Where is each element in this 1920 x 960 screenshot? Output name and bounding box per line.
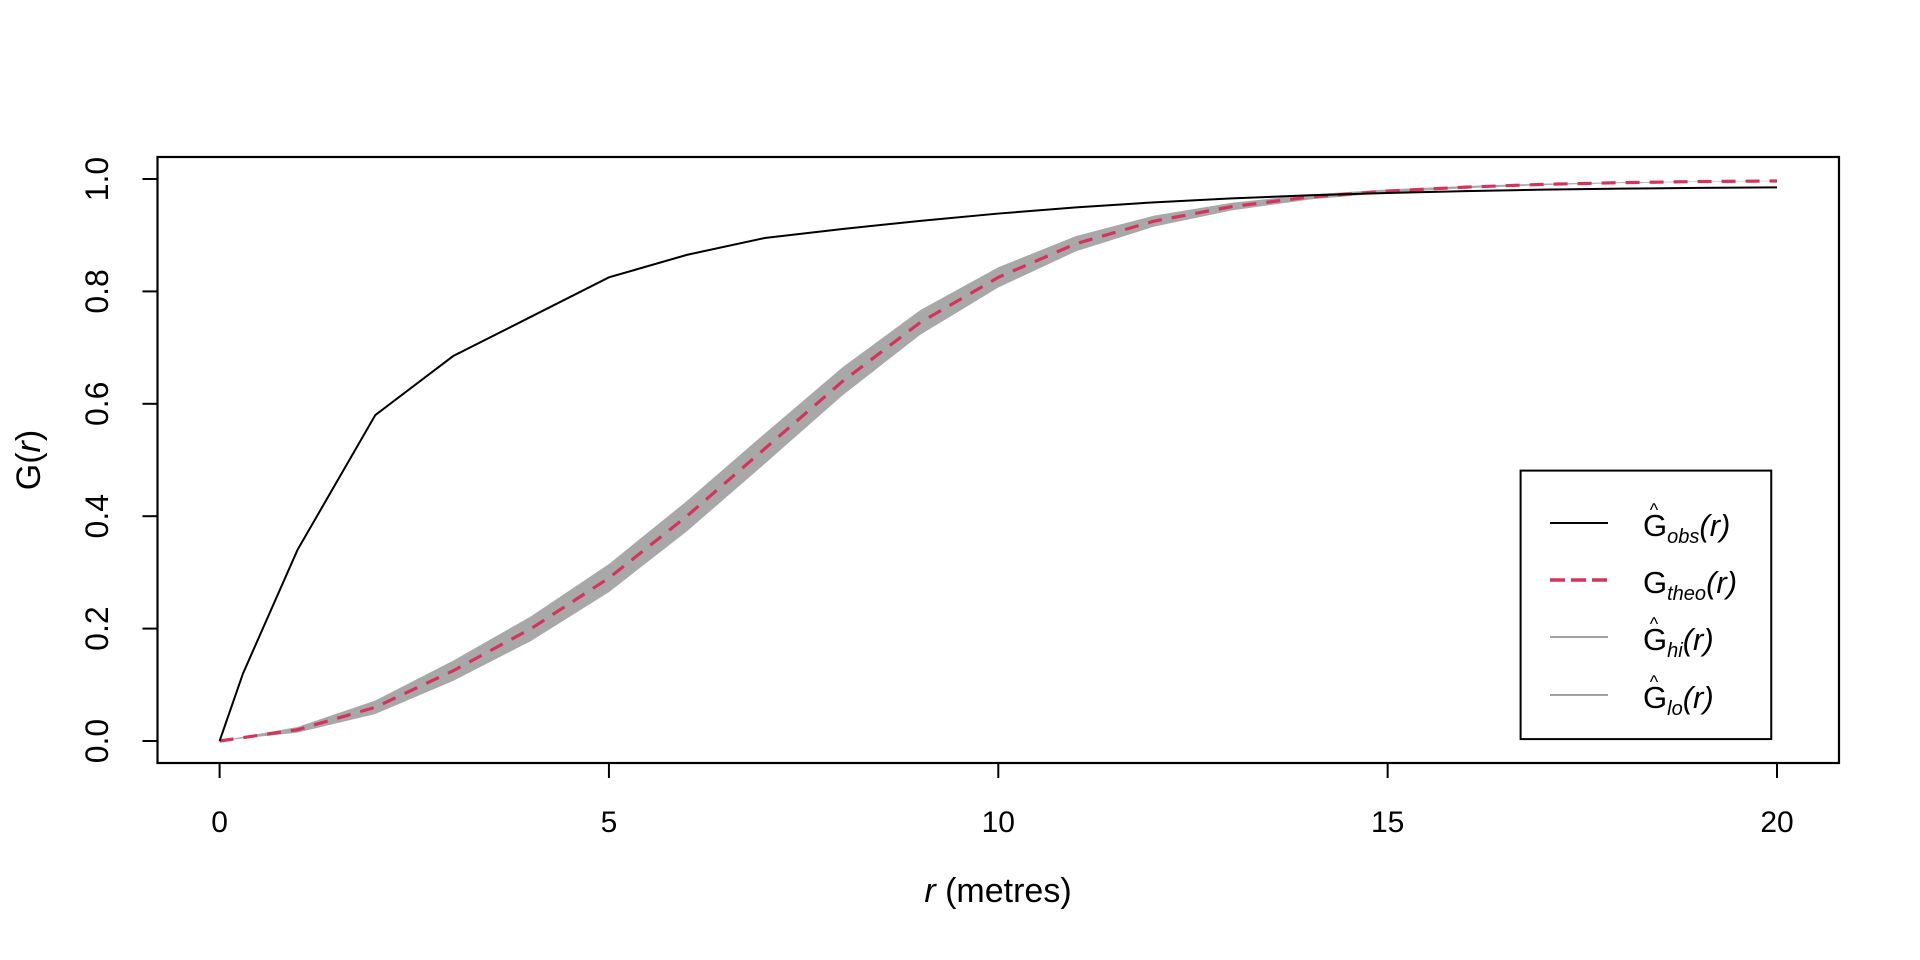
svg-text:0.0: 0.0: [79, 719, 115, 763]
svg-text:^: ^: [1650, 500, 1659, 520]
svg-text:r (metres): r (metres): [924, 872, 1071, 910]
svg-text:1.0: 1.0: [79, 157, 115, 201]
svg-text:10: 10: [982, 806, 1015, 839]
svg-text:^: ^: [1650, 614, 1659, 634]
svg-text:15: 15: [1371, 806, 1404, 839]
svg-text:^: ^: [1650, 672, 1659, 692]
svg-text:0.8: 0.8: [79, 269, 115, 313]
svg-text:5: 5: [601, 806, 618, 839]
svg-text:0.2: 0.2: [79, 606, 115, 650]
svg-text:0.4: 0.4: [79, 494, 115, 538]
svg-text:G(r): G(r): [10, 430, 48, 490]
svg-text:0: 0: [211, 806, 228, 839]
svg-text:20: 20: [1760, 806, 1793, 839]
svg-text:0.6: 0.6: [79, 382, 115, 426]
